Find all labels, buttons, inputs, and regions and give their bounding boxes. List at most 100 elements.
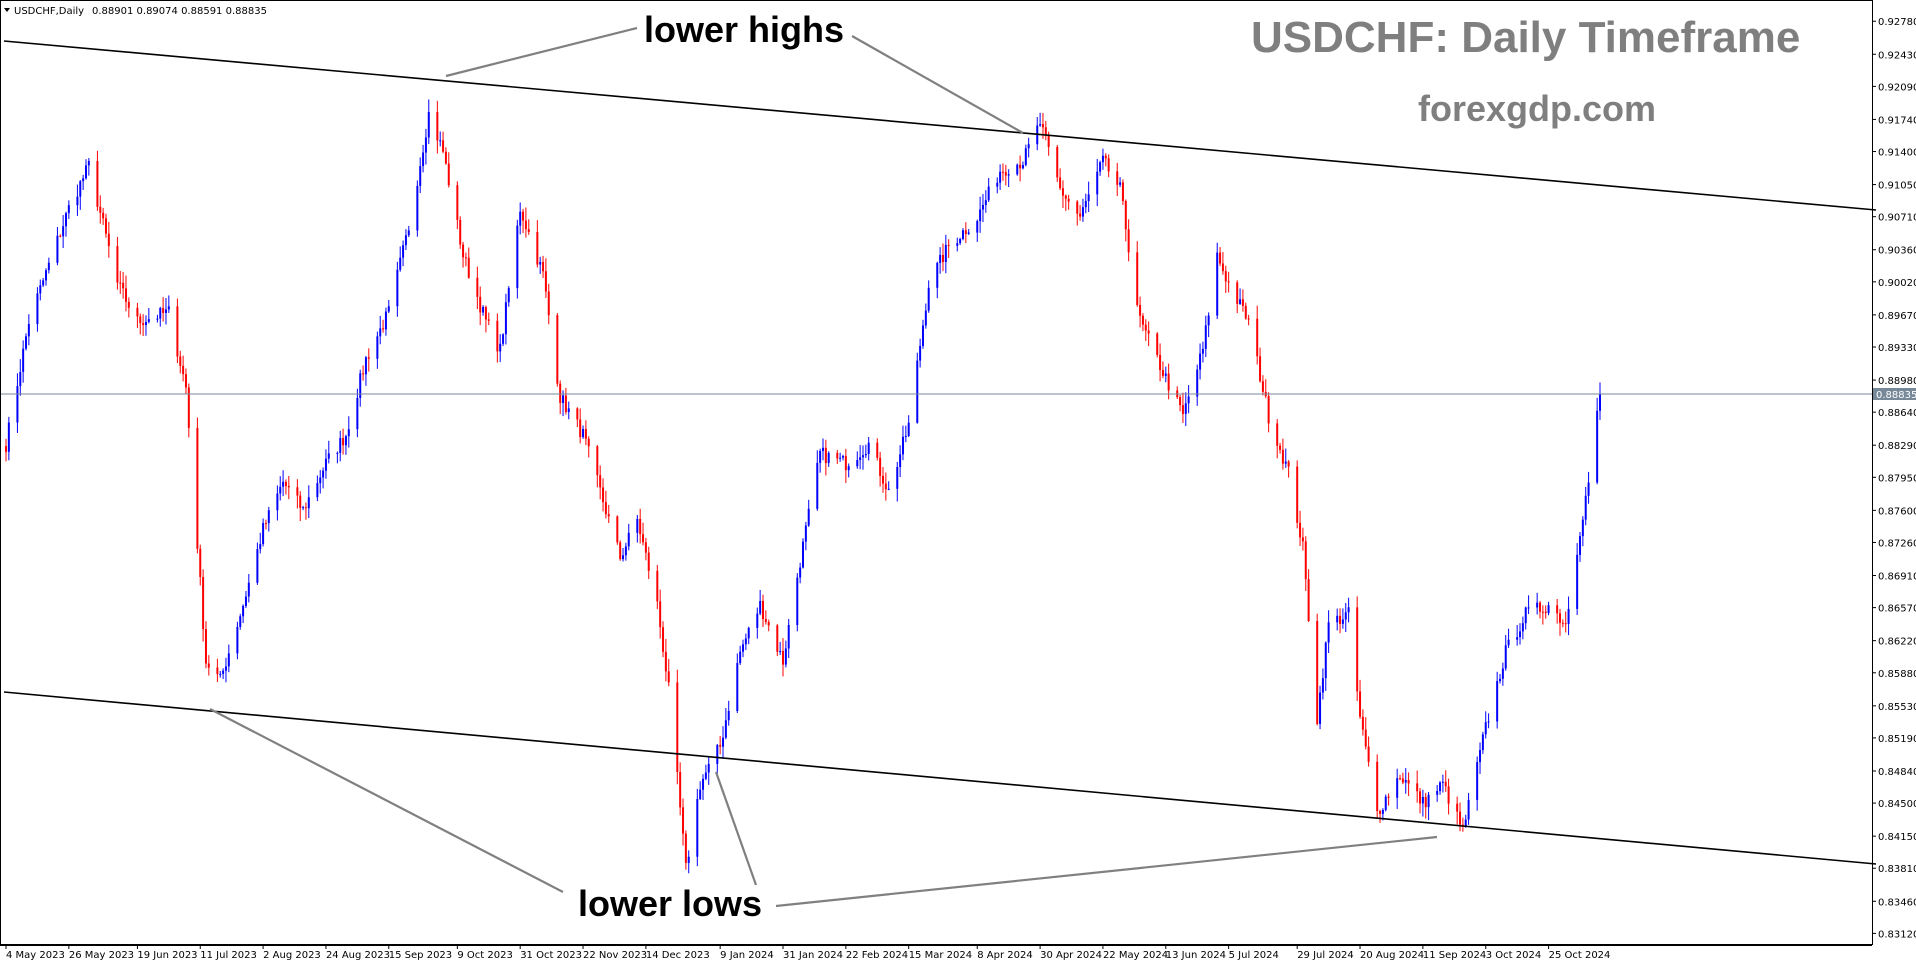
candle-body bbox=[981, 204, 984, 210]
current-price-tag: 0.88835 bbox=[1873, 388, 1916, 401]
candle-body bbox=[799, 567, 802, 578]
candle-body bbox=[1181, 405, 1184, 414]
candle-body bbox=[1447, 786, 1450, 804]
candle-body bbox=[656, 570, 659, 602]
time-axis: 4 May 2023 26 May 2023 19 Jun 2023 11 Jul 2… bbox=[0, 945, 1872, 961]
candle-body bbox=[304, 507, 307, 509]
candle-body bbox=[122, 282, 125, 289]
candle-body bbox=[322, 470, 325, 478]
candle-body bbox=[679, 772, 682, 808]
candle-body bbox=[907, 422, 910, 436]
candle-body bbox=[1527, 607, 1530, 609]
candle-body bbox=[984, 200, 987, 205]
candle-body bbox=[102, 212, 105, 219]
candle-body bbox=[1247, 318, 1250, 320]
candle-body bbox=[936, 262, 939, 288]
candle-body bbox=[1559, 613, 1562, 623]
candle-body bbox=[722, 737, 725, 747]
candle-body bbox=[484, 306, 487, 320]
y-tick-label: 0.85530 bbox=[1878, 702, 1916, 713]
candle-body bbox=[1099, 162, 1102, 172]
candle-body bbox=[1016, 164, 1019, 175]
candle-body bbox=[1219, 252, 1222, 264]
candle-body bbox=[1084, 200, 1087, 208]
candle-body bbox=[1316, 621, 1319, 724]
candle-body bbox=[1087, 194, 1090, 201]
candle-body bbox=[1599, 393, 1601, 411]
candle-body bbox=[1561, 622, 1564, 624]
candle-body bbox=[1159, 354, 1162, 370]
candle-body bbox=[1001, 171, 1004, 173]
candles-layer bbox=[5, 99, 1601, 874]
candle-body bbox=[1141, 315, 1144, 325]
pointer-low-1 bbox=[209, 708, 564, 893]
ohlc-header: USDCHF,Daily 0.88901 0.89074 0.88591 0.8… bbox=[4, 6, 267, 17]
candle-body bbox=[739, 651, 742, 664]
candle-body bbox=[222, 670, 225, 674]
candle-body bbox=[1184, 403, 1187, 414]
candle-body bbox=[1127, 229, 1130, 253]
y-tick-label: 0.87260 bbox=[1878, 538, 1916, 549]
candle-body bbox=[367, 357, 370, 359]
candle-body bbox=[276, 493, 279, 511]
candle-body bbox=[127, 301, 130, 308]
candle-body bbox=[619, 542, 622, 560]
candle-body bbox=[901, 436, 904, 455]
candle-body bbox=[1521, 623, 1524, 632]
candle-body bbox=[19, 371, 22, 387]
candle-body bbox=[1356, 607, 1359, 692]
x-tick-label: 5 Jul 2024 bbox=[1229, 950, 1279, 961]
candle-body bbox=[156, 318, 159, 320]
candle-body bbox=[176, 306, 179, 357]
y-tick-label: 0.86570 bbox=[1878, 604, 1916, 615]
x-tick-label: 2 Aug 2023 bbox=[263, 950, 321, 961]
candle-body bbox=[1384, 796, 1387, 810]
candle-body bbox=[1259, 356, 1262, 382]
candle-body bbox=[702, 778, 705, 790]
candle-body bbox=[424, 137, 427, 153]
candle-body bbox=[647, 552, 650, 571]
candle-body bbox=[282, 481, 285, 487]
candle-body bbox=[861, 455, 864, 458]
candle-body bbox=[104, 218, 107, 234]
candle-body bbox=[616, 516, 619, 543]
candle-body bbox=[916, 360, 919, 423]
candle-body bbox=[1064, 195, 1067, 199]
candle-body bbox=[664, 651, 667, 672]
candle-body bbox=[1047, 135, 1050, 147]
x-tick-label: 15 Sep 2023 bbox=[389, 950, 452, 961]
candle-body bbox=[736, 663, 739, 711]
candle-body bbox=[487, 319, 490, 321]
candle-body bbox=[1024, 148, 1027, 165]
candle-body bbox=[1121, 182, 1124, 202]
candle-body bbox=[5, 446, 7, 452]
candle-body bbox=[1359, 691, 1362, 717]
candle-body bbox=[567, 408, 570, 413]
candle-body bbox=[36, 293, 39, 325]
lower-lows-label: lower lows bbox=[578, 883, 762, 924]
candle-body bbox=[142, 323, 145, 326]
x-tick-label: 31 Jan 2024 bbox=[783, 950, 843, 961]
candle-body bbox=[502, 334, 505, 344]
candle-body bbox=[921, 325, 924, 346]
candle-body bbox=[1179, 397, 1182, 406]
candle-body bbox=[819, 450, 822, 463]
candle-body bbox=[622, 555, 625, 560]
candle-body bbox=[182, 365, 185, 375]
candle-body bbox=[802, 541, 804, 568]
candle-body bbox=[147, 319, 150, 322]
candle-body bbox=[1076, 201, 1079, 214]
x-tick-label: 26 May 2023 bbox=[69, 950, 134, 961]
candle-body bbox=[841, 456, 844, 458]
candle-body bbox=[544, 271, 547, 292]
candle-body bbox=[1119, 182, 1122, 185]
collapse-triangle-icon[interactable] bbox=[4, 8, 10, 12]
candle-body bbox=[1239, 299, 1242, 304]
candle-body bbox=[1144, 324, 1147, 331]
candle-body bbox=[1544, 611, 1547, 614]
candle-body bbox=[264, 523, 267, 525]
candle-body bbox=[762, 600, 765, 620]
y-tick-label: 0.84500 bbox=[1878, 799, 1916, 810]
candle-body bbox=[899, 454, 902, 468]
candle-body bbox=[961, 230, 964, 240]
